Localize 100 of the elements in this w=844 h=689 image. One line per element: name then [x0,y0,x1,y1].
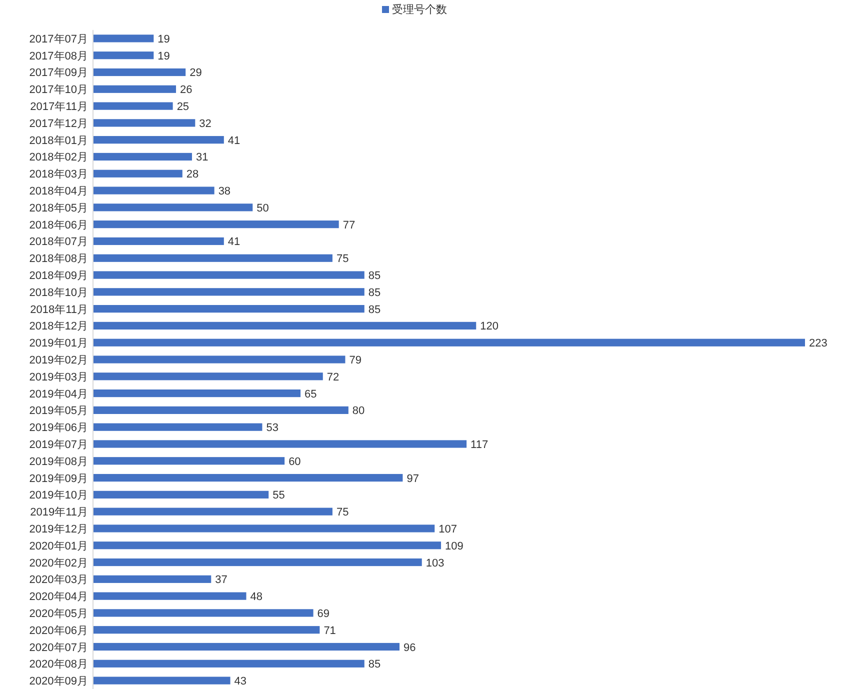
bar [93,288,364,296]
y-tick-label: 2020年03月 [29,574,88,586]
y-tick-label: 2019年10月 [29,490,88,502]
y-tick-label: 2020年05月 [29,608,88,620]
bar [93,457,285,465]
data-label: 41 [228,236,240,248]
data-label: 107 [438,523,457,536]
bar [93,102,173,110]
bar [93,558,422,566]
y-tick-label: 2017年08月 [29,50,88,62]
y-tick-label: 2017年07月 [29,33,88,46]
y-tick-label: 2019年07月 [29,438,88,451]
data-label: 97 [406,472,419,485]
y-tick-label: 2018年06月 [29,219,88,232]
y-tick-label: 2018年02月 [29,152,88,164]
data-label: 28 [186,168,199,181]
data-label: 79 [349,354,362,366]
data-label: 31 [196,152,208,164]
bar [93,542,442,550]
bar [93,305,364,313]
bar [93,204,253,212]
y-tick-label: 2018年04月 [29,186,88,198]
data-label: 117 [470,438,488,451]
bar [93,338,805,346]
y-tick-label: 2018年08月 [29,253,88,266]
bar [93,508,332,516]
data-label: 71 [324,624,336,637]
bar [93,626,320,634]
data-label: 41 [228,134,240,147]
bar [93,119,196,127]
y-tick-label: 2019年06月 [29,422,88,434]
bar [93,220,339,228]
y-tick-label: 2017年10月 [29,84,88,96]
y-tick-label: 2017年11月 [30,101,88,114]
data-label: 19 [158,33,170,46]
data-label: 38 [218,186,231,198]
bar [93,575,212,583]
bar [93,254,332,262]
bar [93,490,269,498]
y-tick-label: 2018年07月 [29,236,88,248]
y-tick-label: 2019年12月 [29,523,88,536]
legend: 受理号个数 [382,4,447,16]
bar [93,660,364,668]
data-label: 223 [809,338,828,350]
y-tick-label: 2019年04月 [29,388,88,400]
data-label: 29 [190,67,202,80]
y-tick-label: 2019年05月 [29,405,88,418]
data-label: 50 [256,202,269,214]
y-tick-label: 2018年09月 [29,270,88,282]
data-label: 85 [368,286,381,299]
bar [93,68,186,76]
y-tick-label: 2019年11月 [30,506,88,519]
bar [93,170,182,178]
y-tick-label: 2020年08月 [29,658,88,671]
data-label: 37 [215,574,228,586]
bar [93,186,214,194]
data-label: 48 [250,591,263,604]
legend-label: 受理号个数 [392,3,447,16]
y-tick-label: 2019年02月 [29,354,88,366]
y-tick-label: 2018年12月 [29,320,88,333]
data-label: 65 [304,388,317,400]
y-tick-label: 2018年01月 [29,134,88,147]
bar [93,642,400,651]
data-label: 55 [272,490,285,502]
bar [93,524,435,532]
y-tick-label: 2019年08月 [29,456,88,468]
data-label: 120 [480,320,498,333]
y-tick-label: 2019年01月 [29,338,88,350]
y-tick-label: 2019年03月 [29,371,88,384]
bar [93,389,301,398]
data-label: 26 [180,84,192,96]
bar [93,474,403,482]
bar [93,34,154,42]
bar [93,85,176,93]
data-label: 96 [404,642,416,654]
data-label: 85 [368,304,381,316]
data-label: 103 [426,557,444,570]
y-tick-label: 2017年09月 [29,67,88,80]
data-label: 75 [336,253,349,266]
y-tick-label: 2018年10月 [29,286,88,299]
bar [93,609,314,617]
data-label: 80 [352,405,365,418]
y-tick-label: 2020年07月 [29,642,88,654]
bar [93,592,246,600]
y-tick-label: 2019年09月 [29,472,88,485]
bar [93,676,230,684]
data-label: 75 [336,506,349,519]
data-label: 43 [234,676,247,688]
bar [93,271,364,279]
data-label: 19 [158,50,170,62]
data-label: 85 [368,270,381,282]
data-label: 32 [199,118,212,130]
y-tick-label: 2020年09月 [29,676,88,688]
data-label: 53 [266,422,278,434]
bar [93,237,224,246]
y-tick-label: 2018年11月 [30,304,88,316]
data-label: 109 [445,540,464,552]
bar [93,406,348,414]
data-label: 60 [288,456,301,468]
bar [93,136,224,144]
